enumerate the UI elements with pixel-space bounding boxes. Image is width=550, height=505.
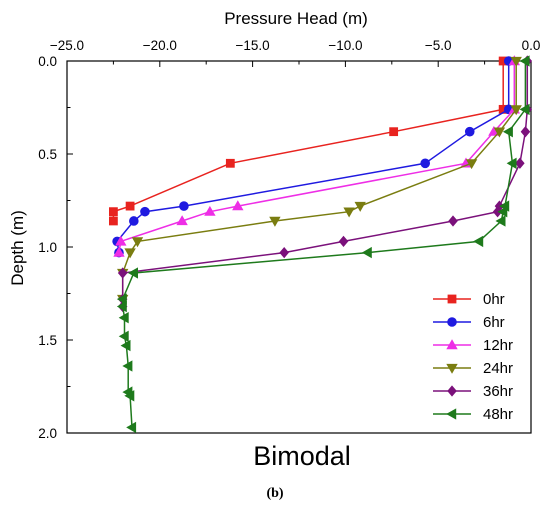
series-layer	[109, 55, 533, 434]
data-point-12hr	[204, 205, 216, 216]
data-point-48hr	[116, 293, 127, 305]
legend-marker	[447, 294, 457, 304]
y-tick-label: 2.0	[38, 426, 57, 441]
legend-label: 24hr	[483, 360, 513, 377]
data-point-24hr	[465, 159, 478, 170]
data-point-48hr	[116, 300, 127, 313]
data-point-36hr	[279, 246, 289, 259]
legend-marker	[446, 408, 457, 420]
legend-label: 6hr	[483, 314, 505, 331]
data-point-48hr	[473, 235, 484, 248]
data-point-12hr	[176, 215, 188, 226]
x-tick-label: −5.0	[425, 38, 452, 53]
data-point-6hr	[420, 158, 431, 169]
data-point-12hr	[232, 200, 244, 211]
data-point-36hr	[117, 267, 128, 279]
legend-label: 12hr	[483, 337, 513, 354]
data-point-48hr	[118, 312, 129, 324]
data-point-12hr	[113, 246, 125, 257]
plot-frame	[66, 60, 532, 434]
data-point-36hr	[448, 215, 458, 227]
legend-item-48hr: 48hr	[433, 406, 513, 423]
series-0hr	[109, 56, 508, 226]
data-point-0hr	[225, 158, 235, 168]
series-line-24hr	[121, 61, 517, 300]
legend-item-12hr: 12hr	[433, 337, 513, 354]
legend-marker	[447, 385, 457, 397]
legend-item-0hr: 0hr	[433, 291, 505, 308]
chart-bottom-title: Bimodal	[253, 441, 351, 471]
legend: 0hr 6hr 12hr 24hr 36hr 48hr	[433, 291, 513, 423]
legend-label: 48hr	[483, 406, 513, 423]
data-point-48hr	[120, 339, 131, 352]
data-point-48hr	[502, 126, 513, 138]
data-point-24hr	[131, 237, 144, 248]
legend-item-24hr: 24hr	[433, 360, 513, 377]
legend-marker	[446, 363, 458, 374]
data-point-6hr	[129, 216, 139, 226]
data-point-48hr	[127, 267, 139, 279]
data-point-24hr	[354, 201, 366, 212]
series-6hr	[112, 56, 514, 258]
data-point-24hr	[343, 207, 355, 218]
legend-marker	[446, 339, 458, 350]
legend-label: 0hr	[483, 291, 505, 308]
x-tick-label: −10.0	[328, 38, 362, 53]
y-tick-label: 0.5	[38, 147, 57, 162]
data-point-48hr	[519, 103, 530, 116]
data-point-48hr	[519, 55, 530, 67]
data-point-36hr	[515, 157, 525, 169]
series-48hr	[116, 55, 530, 434]
legend-item-36hr: 36hr	[433, 383, 513, 400]
data-point-6hr	[140, 206, 150, 217]
series-line-0hr	[112, 61, 504, 221]
data-point-24hr	[510, 105, 522, 116]
series-12hr	[113, 55, 520, 257]
data-point-48hr	[497, 206, 508, 218]
data-point-24hr	[269, 216, 281, 227]
y-tick-label: 0.0	[38, 54, 57, 69]
x-tick-label: −15.0	[236, 38, 270, 53]
data-point-48hr	[495, 215, 506, 227]
series-24hr	[117, 56, 522, 305]
legend-marker	[447, 317, 457, 327]
data-point-48hr	[118, 330, 129, 342]
x-tick-label: 0.0	[522, 38, 541, 53]
data-point-48hr	[126, 421, 137, 434]
series-line-48hr	[121, 61, 527, 428]
data-point-24hr	[493, 127, 506, 138]
data-point-6hr	[464, 126, 475, 137]
data-point-48hr	[361, 246, 372, 259]
data-point-12hr	[115, 235, 127, 246]
y-tick-label: 1.5	[38, 333, 57, 348]
x-axis-title: Pressure Head (m)	[224, 9, 368, 28]
data-point-36hr	[338, 235, 349, 248]
data-point-0hr	[125, 201, 135, 211]
data-point-24hr	[510, 56, 522, 67]
legend-item-6hr: 6hr	[433, 314, 505, 331]
series-36hr	[117, 55, 533, 313]
legend-label: 36hr	[483, 383, 513, 400]
data-point-36hr	[520, 126, 531, 138]
data-point-0hr	[109, 207, 118, 217]
panel-label: (b)	[266, 486, 283, 501]
y-axis-title: Depth (m)	[8, 210, 27, 286]
data-point-0hr	[109, 216, 118, 226]
data-point-6hr	[179, 201, 189, 211]
x-tick-label: −20.0	[143, 38, 177, 53]
axis-ticks: −25.0 −20.0 −15.0 −10.0 −5.0 0.0 0.0 0.5 1.0 1.5 2…	[38, 38, 540, 441]
data-point-48hr	[124, 390, 135, 402]
data-point-48hr	[506, 157, 517, 169]
y-tick-label: 1.0	[38, 240, 57, 255]
data-point-48hr	[122, 360, 133, 372]
data-point-0hr	[389, 127, 399, 137]
x-tick-label: −25.0	[50, 38, 84, 53]
data-point-24hr	[124, 248, 136, 259]
